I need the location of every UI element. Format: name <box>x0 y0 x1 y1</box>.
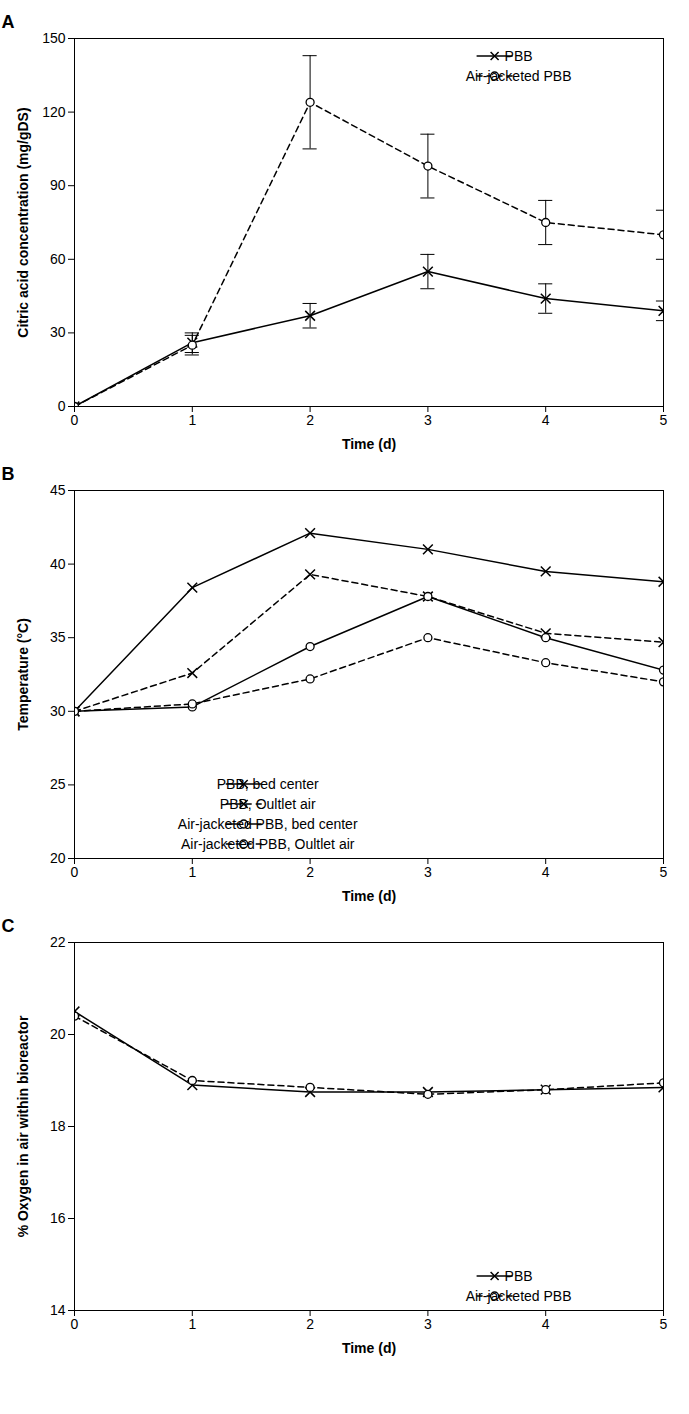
svg-text:35: 35 <box>50 629 66 645</box>
svg-text:4: 4 <box>542 412 550 428</box>
svg-text:4: 4 <box>542 1316 550 1332</box>
svg-text:30: 30 <box>50 324 66 340</box>
svg-text:Air-jacketed PBB: Air-jacketed PBB <box>466 1288 572 1304</box>
svg-text:4: 4 <box>542 864 550 880</box>
svg-text:16: 16 <box>50 1210 66 1226</box>
svg-text:1: 1 <box>188 412 196 428</box>
svg-text:Time (d): Time (d) <box>342 1340 396 1356</box>
svg-text:40: 40 <box>50 556 66 572</box>
svg-text:5: 5 <box>660 412 668 428</box>
svg-text:1: 1 <box>188 1316 196 1332</box>
svg-text:2: 2 <box>306 864 314 880</box>
svg-text:PBB, Oultlet air: PBB, Oultlet air <box>220 796 316 812</box>
svg-text:150: 150 <box>42 30 66 46</box>
svg-text:20: 20 <box>50 1026 66 1042</box>
svg-text:3: 3 <box>424 1316 432 1332</box>
svg-text:% Oxygen in air within bioreac: % Oxygen in air within bioreactor <box>15 1015 31 1237</box>
svg-text:Air-jacketed PBB, Oultlet air: Air-jacketed PBB, Oultlet air <box>181 836 355 852</box>
svg-text:20: 20 <box>50 850 66 866</box>
svg-text:45: 45 <box>50 482 66 498</box>
svg-text:120: 120 <box>42 104 66 120</box>
svg-text:25: 25 <box>50 776 66 792</box>
svg-text:3: 3 <box>424 412 432 428</box>
svg-text:Time (d): Time (d) <box>342 888 396 904</box>
svg-text:2: 2 <box>306 412 314 428</box>
svg-text:Temperature (°C): Temperature (°C) <box>15 618 31 731</box>
svg-text:5: 5 <box>660 864 668 880</box>
svg-text:C: C <box>2 916 15 936</box>
svg-text:14: 14 <box>50 1302 66 1318</box>
svg-text:90: 90 <box>50 177 66 193</box>
svg-text:Time (d): Time (d) <box>342 436 396 452</box>
svg-text:1: 1 <box>188 864 196 880</box>
svg-text:Air-jacketed PBB, bed center: Air-jacketed PBB, bed center <box>178 816 358 832</box>
svg-text:30: 30 <box>50 703 66 719</box>
svg-text:0: 0 <box>58 398 66 414</box>
svg-text:Citric acid concentration (mg/: Citric acid concentration (mg/gDS) <box>15 107 31 337</box>
svg-text:A: A <box>2 12 15 32</box>
svg-text:0: 0 <box>71 412 79 428</box>
svg-text:Air-jacketed PBB: Air-jacketed PBB <box>466 68 572 84</box>
svg-text:B: B <box>2 464 15 484</box>
svg-text:18: 18 <box>50 1118 66 1134</box>
svg-text:22: 22 <box>50 934 66 950</box>
svg-text:3: 3 <box>424 864 432 880</box>
svg-text:5: 5 <box>660 1316 668 1332</box>
svg-text:PBB: PBB <box>505 48 533 64</box>
svg-text:60: 60 <box>50 251 66 267</box>
svg-text:2: 2 <box>306 1316 314 1332</box>
svg-text:0: 0 <box>71 1316 79 1332</box>
svg-text:PBB: PBB <box>505 1268 533 1284</box>
svg-text:PBB, bed center: PBB, bed center <box>217 776 319 792</box>
svg-text:0: 0 <box>71 864 79 880</box>
